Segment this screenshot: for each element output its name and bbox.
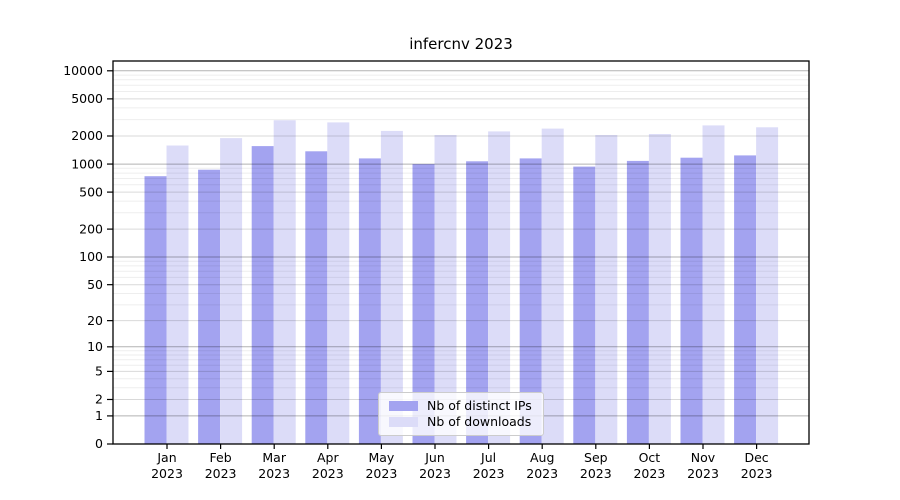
- x-tick-label-sep: Sep: [584, 450, 608, 465]
- bar-distinct-ips-apr: [305, 151, 328, 445]
- y-tick-label-100: 100: [79, 249, 103, 264]
- x-tick-label-aug-year: 2023: [526, 466, 558, 481]
- x-tick-label-jun: Jun: [424, 450, 445, 465]
- bars-group: [144, 120, 779, 445]
- legend: Nb of distinct IPs Nb of downloads: [378, 392, 544, 436]
- chart-title: infercnv 2023: [409, 35, 513, 53]
- x-tick-label-apr-year: 2023: [312, 466, 344, 481]
- y-tick-label-5000: 5000: [71, 91, 103, 106]
- gridlines: [113, 70, 809, 417]
- bar-downloads-jun: [434, 135, 457, 444]
- legend-label-distinct-ips: Nb of distinct IPs: [427, 398, 532, 413]
- bar-distinct-ips-dec: [734, 155, 757, 444]
- x-tick-label-sep-year: 2023: [580, 466, 612, 481]
- x-tick-label-feb: Feb: [210, 450, 232, 465]
- bar-distinct-ips-sep: [573, 166, 596, 444]
- bar-downloads-jul: [488, 131, 511, 444]
- x-tick-label-nov: Nov: [691, 450, 716, 465]
- bar-distinct-ips-mar: [251, 146, 274, 444]
- x-tick-label-mar: Mar: [262, 450, 286, 465]
- x-tick-label-nov-year: 2023: [687, 466, 719, 481]
- y-tick-label-10000: 10000: [63, 63, 103, 78]
- legend-label-downloads: Nb of downloads: [427, 413, 532, 429]
- bar-downloads-jan: [166, 145, 189, 444]
- bar-downloads-mar: [273, 120, 296, 445]
- legend-item-downloads: Nb of downloads: [389, 413, 543, 429]
- bar-downloads-nov: [702, 125, 725, 445]
- bar-distinct-ips-jan: [144, 176, 167, 444]
- bar-downloads-dec: [756, 127, 779, 445]
- y-tick-label-5: 5: [95, 364, 103, 379]
- x-tick-label-apr: Apr: [317, 450, 339, 465]
- x-tick-label-dec: Dec: [744, 450, 768, 465]
- y-tick-label-20: 20: [87, 313, 103, 328]
- bar-distinct-ips-nov: [680, 157, 703, 444]
- bar-downloads-aug: [541, 128, 564, 444]
- x-tick-label-feb-year: 2023: [205, 466, 237, 481]
- x-tick-label-dec-year: 2023: [741, 466, 773, 481]
- bar-downloads-apr: [327, 122, 350, 445]
- x-tick-label-oct: Oct: [639, 450, 661, 465]
- legend-item-distinct-ips: Nb of distinct IPs: [389, 398, 543, 413]
- y-tick-label-1: 1: [95, 408, 103, 423]
- x-axis: Jan2023Feb2023Mar2023Apr2023May2023Jun20…: [151, 444, 773, 481]
- x-tick-label-may-year: 2023: [365, 466, 397, 481]
- axes-frame: [112, 60, 810, 445]
- x-tick-label-jun-year: 2023: [419, 466, 451, 481]
- bar-distinct-ips-feb: [198, 169, 221, 444]
- bar-distinct-ips-oct: [626, 160, 649, 444]
- x-tick-label-jan: Jan: [156, 450, 176, 465]
- bar-distinct-ips-jun: [412, 164, 435, 444]
- x-tick-label-jan-year: 2023: [151, 466, 183, 481]
- x-tick-label-aug: Aug: [530, 450, 554, 465]
- bar-downloads-feb: [220, 138, 243, 444]
- y-tick-label-0: 0: [95, 436, 103, 451]
- x-tick-label-jul-year: 2023: [473, 466, 505, 481]
- x-tick-label-oct-year: 2023: [633, 466, 665, 481]
- bar-downloads-sep: [595, 135, 618, 444]
- bar-distinct-ips-aug: [519, 158, 542, 444]
- y-tick-label-1000: 1000: [71, 156, 103, 171]
- bar-distinct-ips-jul: [466, 161, 489, 445]
- y-tick-label-10: 10: [87, 339, 103, 354]
- y-tick-label-2000: 2000: [71, 128, 103, 143]
- y-tick-label-2: 2: [95, 392, 103, 407]
- x-tick-label-jul: Jul: [480, 450, 496, 465]
- bar-distinct-ips-may: [358, 158, 381, 444]
- bar-downloads-may: [380, 130, 403, 444]
- bar-downloads-oct: [648, 134, 671, 444]
- x-tick-label-may: May: [368, 450, 394, 465]
- y-tick-label-500: 500: [79, 184, 103, 199]
- legend-swatch-distinct-ips: [389, 401, 418, 412]
- legend-swatch-downloads: [389, 416, 418, 427]
- y-axis: 0 12 5 10 20 50 100 200 500 1000 2000 5000 10000: [63, 63, 113, 451]
- y-tick-label-200: 200: [79, 221, 103, 236]
- y-tick-label-50: 50: [87, 277, 103, 292]
- x-tick-label-mar-year: 2023: [258, 466, 290, 481]
